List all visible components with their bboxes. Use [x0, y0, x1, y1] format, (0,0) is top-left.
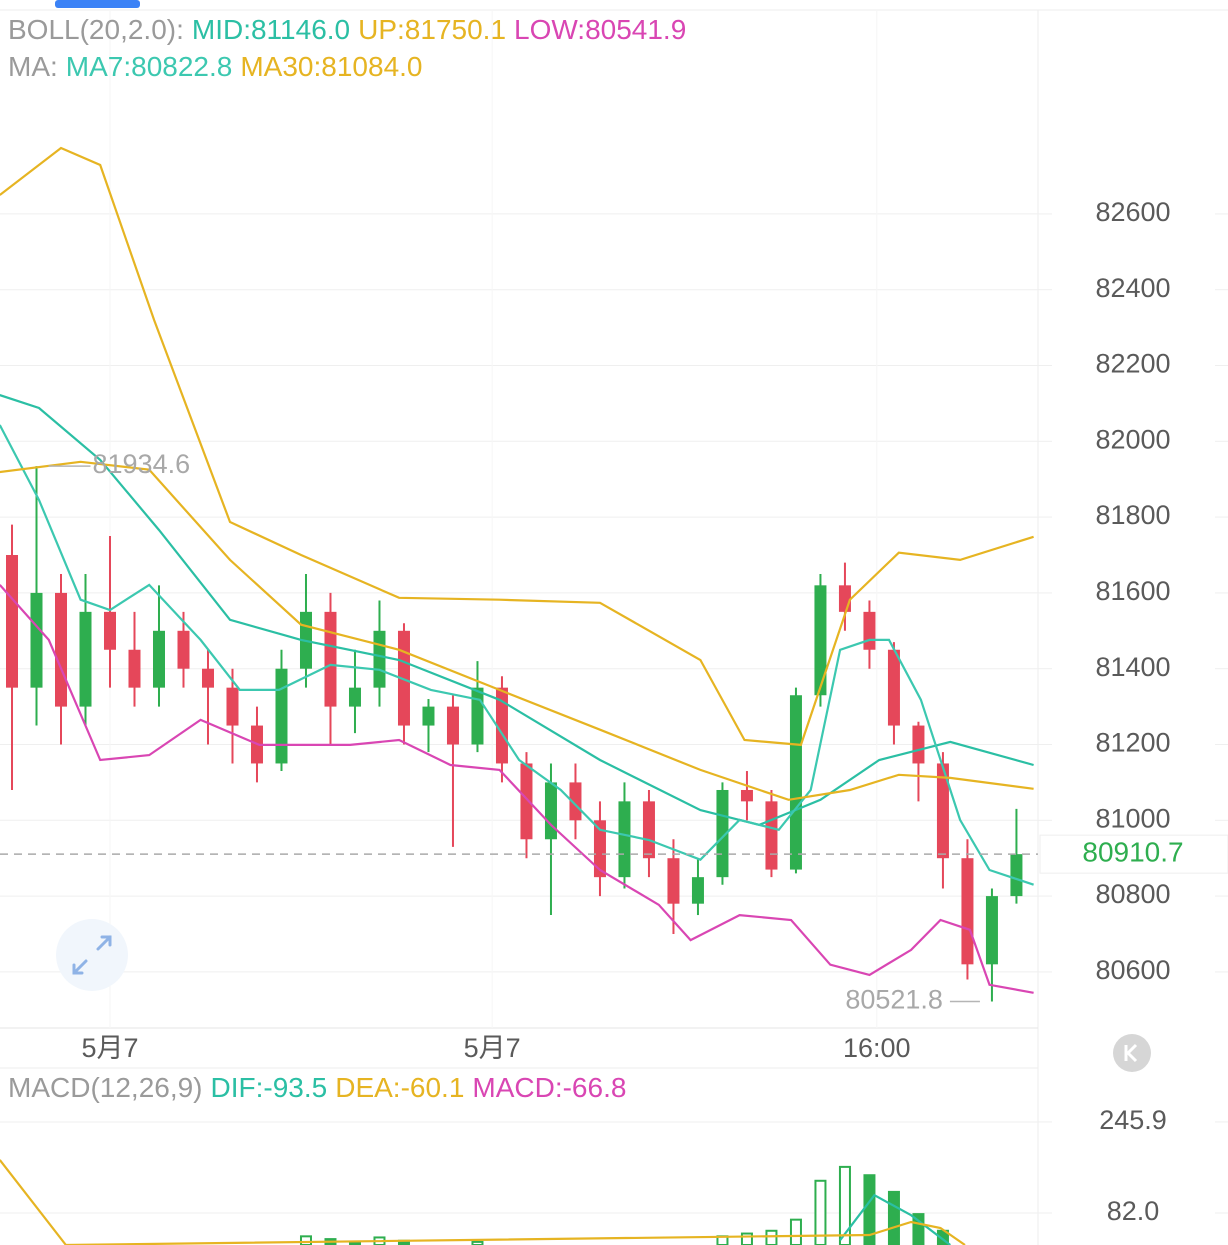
price-box — [1039, 834, 1228, 874]
candle-body — [593, 820, 606, 878]
candle-body — [495, 687, 508, 764]
candle-body — [275, 668, 288, 764]
macd-bar — [299, 1235, 312, 1245]
y-tick-label: 80800 — [1095, 879, 1170, 909]
annotation-label: 80521.8 — [845, 985, 943, 1015]
y-tick-label: 82.0 — [1107, 1196, 1160, 1226]
macd-bar — [471, 1240, 484, 1245]
legend-label: BOLL(20,2.0): — [8, 14, 184, 45]
legend-entry: LOW:80541.9 — [514, 14, 687, 45]
ma-legend: MA: MA7:80822.8 MA30:81084.0 — [8, 51, 431, 83]
candle-body — [373, 630, 386, 688]
legend-entry: MID:81146.0 — [191, 14, 351, 45]
candle-body — [520, 763, 533, 840]
indicator-line — [0, 146, 1034, 747]
candle-body — [226, 687, 239, 726]
macd-plot — [0, 1121, 1038, 1245]
y-tick-label: 245.9 — [1099, 1105, 1167, 1135]
candle-body — [961, 858, 974, 965]
candle-body — [691, 877, 704, 904]
candle-body — [544, 782, 557, 840]
legend-entry: DEA:-60.1 — [335, 1072, 465, 1103]
candle-body — [936, 763, 949, 859]
legend-entry: MACD:-66.8 — [472, 1072, 627, 1103]
candle-body — [618, 801, 631, 878]
indicator-line — [0, 424, 1034, 886]
candle-body — [887, 649, 900, 726]
macd-bar — [814, 1179, 827, 1245]
y-tick-label: 82000 — [1095, 424, 1170, 454]
tab-indicator — [55, 0, 140, 8]
candle-body — [789, 695, 802, 870]
boll-legend: BOLL(20,2.0): MID:81146.0 UP:81750.1 LOW:80… — [8, 14, 694, 46]
candle-body — [667, 858, 680, 904]
macd-bar — [838, 1165, 851, 1245]
annotation-label: 81934.6 — [93, 449, 191, 479]
candle-body — [397, 630, 410, 726]
y-tick-label: 81800 — [1095, 500, 1170, 530]
candle-body — [569, 782, 582, 821]
legend-entry: DIF:-93.5 — [210, 1072, 328, 1103]
macd-bar — [789, 1218, 802, 1245]
macd-legend: MACD(12,26,9) DIF:-93.5 DEA:-60.1 MACD:-66.… — [8, 1072, 634, 1104]
x-tick-label: 5月7 — [464, 1033, 521, 1063]
legend-entry: MA30:81084.0 — [240, 51, 423, 82]
y-tick-label: 81000 — [1095, 803, 1170, 833]
axes: 80600 80800 81000 81200 81400 81600 81800 82000… — [81, 197, 1228, 1226]
macd-bar — [765, 1229, 778, 1245]
x-tick-label: 16:00 — [843, 1033, 911, 1063]
x-tick-label: 5月7 — [81, 1033, 138, 1063]
candle-body — [985, 896, 998, 965]
candle-body — [1010, 854, 1023, 897]
indicator-line — [0, 460, 1034, 801]
candle-body — [863, 611, 876, 650]
candle-body — [79, 611, 92, 707]
price-label: 80910.7 — [1082, 837, 1183, 868]
candle-body — [177, 630, 190, 669]
candle-body — [814, 585, 827, 696]
candle-body — [740, 789, 753, 802]
candle-body — [55, 592, 68, 707]
candle-body — [152, 630, 165, 688]
candle-body — [348, 687, 361, 707]
expand-button[interactable] — [56, 919, 128, 991]
macd-bar — [740, 1232, 753, 1245]
legend-label: MACD(12,26,9) — [8, 1072, 203, 1103]
candle-body — [642, 801, 655, 859]
candle-body — [912, 725, 925, 764]
indicator-line — [0, 584, 1034, 994]
candle-body — [30, 592, 43, 688]
candle-body — [446, 706, 459, 745]
y-tick-label: 80600 — [1095, 955, 1170, 985]
y-tick-label: 81400 — [1095, 652, 1170, 682]
candle-body — [324, 611, 337, 707]
k-button[interactable] — [1113, 1034, 1151, 1072]
legend-label: MA: — [8, 51, 58, 82]
y-tick-label: 81200 — [1095, 728, 1170, 758]
candle-body — [838, 585, 851, 612]
y-tick-label: 82600 — [1095, 197, 1170, 227]
indicator-line — [0, 1159, 966, 1245]
y-tick-label: 82400 — [1095, 273, 1170, 303]
y-tick-label: 81600 — [1095, 576, 1170, 606]
candle-body — [422, 706, 435, 726]
legend-entry: UP:81750.1 — [358, 14, 507, 45]
candle-body — [716, 789, 729, 878]
candle-body — [765, 801, 778, 870]
candle-body — [6, 555, 19, 688]
main-plot — [0, 10, 1038, 1028]
candle-body — [201, 668, 214, 688]
legend-entry: MA7:80822.8 — [65, 51, 233, 82]
candle-body — [103, 611, 116, 650]
indicator-line — [839, 1193, 951, 1245]
candle-body — [471, 687, 484, 745]
y-tick-label: 82200 — [1095, 349, 1170, 379]
indicator-line — [0, 394, 1034, 827]
macd-bar — [887, 1190, 900, 1245]
candle-body — [128, 649, 141, 688]
